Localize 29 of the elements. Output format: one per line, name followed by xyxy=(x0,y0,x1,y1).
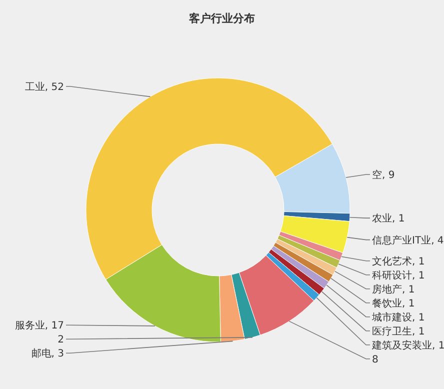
data-label: , 1 xyxy=(432,340,444,352)
slice-label: 服务业 xyxy=(14,320,45,332)
data-label: , 1 xyxy=(402,284,415,296)
data-label: , 1 xyxy=(402,298,415,310)
data-label: , 9 xyxy=(382,170,395,181)
slice-label: 工业 xyxy=(24,80,45,93)
data-label: , 1 xyxy=(412,256,425,268)
slice-label: 农业 xyxy=(372,212,392,225)
slice-label: 邮电 xyxy=(31,348,52,360)
data-label: , 3 xyxy=(51,348,64,360)
slice-label: 信息产业IT业 xyxy=(372,234,432,246)
slice-label: 文化艺术 xyxy=(372,255,412,268)
chart-title: 客户行业分布 xyxy=(188,12,255,25)
data-label: , 1 xyxy=(412,312,425,324)
slice-label: 科研设计 xyxy=(372,269,412,282)
data-label: , 1 xyxy=(392,214,405,225)
data-label: , 1 xyxy=(412,270,425,282)
slice-label: 餐饮业 xyxy=(372,297,402,310)
slice-label: 空 xyxy=(372,169,382,181)
data-label: , 52 xyxy=(44,82,64,93)
slice-label: 医疗卫生 xyxy=(372,325,412,338)
data-label: , 17 xyxy=(44,320,64,332)
slice-label: 建筑及安装业 xyxy=(371,339,432,352)
data-label: 2 xyxy=(58,334,64,346)
slice-label: 城市建设 xyxy=(371,311,412,324)
data-label: , 4 xyxy=(431,235,444,246)
data-label: , 1 xyxy=(412,326,425,338)
data-label: 8 xyxy=(372,354,378,366)
slice-label: 房地产 xyxy=(372,283,402,296)
